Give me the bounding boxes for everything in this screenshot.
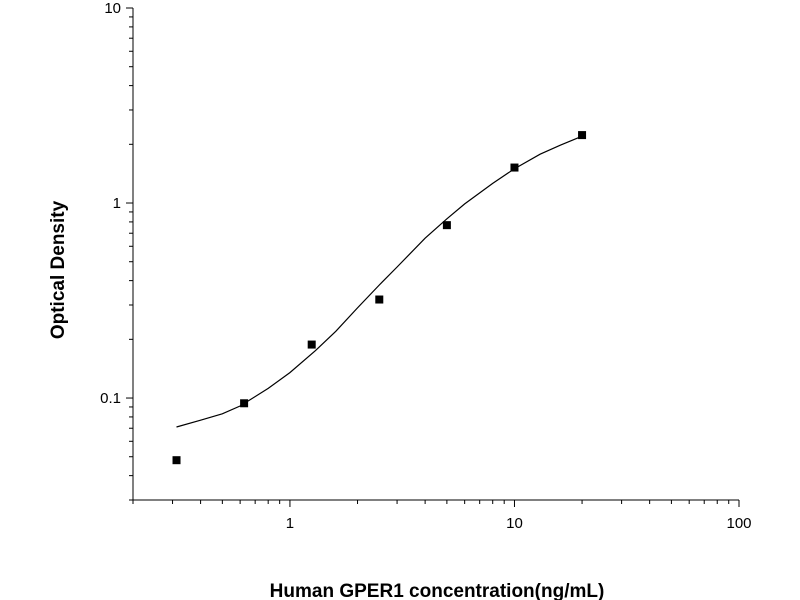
x-tick-label: 100 [726, 515, 751, 532]
y-axis-ticks: 0.1 1 10 [100, 0, 133, 501]
data-point [375, 295, 384, 304]
y-tick-label: 1 [113, 195, 121, 212]
data-point [240, 399, 249, 408]
data-point [578, 131, 587, 140]
data-point [172, 456, 181, 465]
y-tick-label: 10 [104, 0, 121, 17]
x-tick-label: 1 [286, 515, 294, 532]
x-axis-ticks: 1 10 100 [132, 500, 752, 532]
data-point [307, 340, 316, 349]
data-point [442, 221, 451, 230]
x-axis-title: Human GPER1 concentration(ng/mL) [270, 581, 605, 600]
x-tick-label: 10 [506, 515, 523, 532]
data-point [510, 163, 519, 172]
plot-area: 0.1 1 10 1 10 100 [100, 0, 751, 532]
y-axis-title: Optical Density [48, 200, 69, 339]
y-tick-label: 0.1 [100, 390, 121, 407]
data-series [172, 131, 587, 465]
fitted-curve [176, 135, 583, 428]
